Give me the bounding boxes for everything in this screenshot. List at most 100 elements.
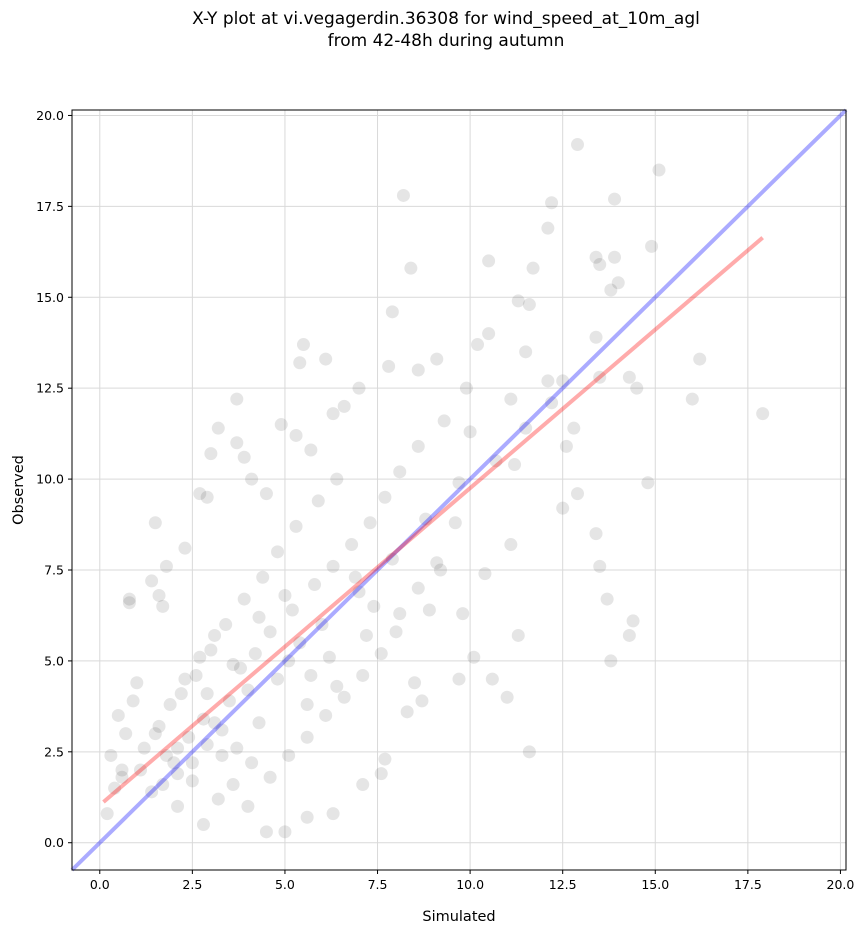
x-tick-label: 15.0 bbox=[641, 877, 669, 892]
scatter-point bbox=[411, 581, 425, 595]
scatter-point bbox=[326, 407, 340, 421]
scatter-point bbox=[511, 628, 525, 642]
scatter-point bbox=[185, 774, 199, 788]
scatter-point bbox=[196, 818, 210, 832]
scatter-point bbox=[159, 748, 173, 762]
scatter-point bbox=[411, 439, 425, 453]
scatter-point bbox=[348, 570, 362, 584]
x-tick-label: 20.0 bbox=[827, 877, 855, 892]
scatter-point bbox=[208, 716, 222, 730]
y-tick-label: 20.0 bbox=[36, 108, 64, 123]
scatter-point bbox=[385, 552, 399, 566]
y-tick-label: 10.0 bbox=[36, 472, 64, 487]
scatter-point bbox=[541, 374, 555, 388]
scatter-point bbox=[285, 603, 299, 617]
scatter-point bbox=[300, 810, 314, 824]
scatter-point bbox=[248, 647, 262, 661]
scatter-point bbox=[241, 683, 255, 697]
scatter-point bbox=[278, 825, 292, 839]
scatter-point bbox=[159, 559, 173, 573]
x-tick-label: 17.5 bbox=[734, 877, 762, 892]
scatter-point bbox=[178, 672, 192, 686]
scatter-point bbox=[693, 352, 707, 366]
scatter-point bbox=[282, 654, 296, 668]
scatter-point bbox=[171, 741, 185, 755]
scatter-point bbox=[252, 716, 266, 730]
scatter-point bbox=[608, 250, 622, 264]
scatter-point bbox=[330, 472, 344, 486]
scatter-point bbox=[374, 647, 388, 661]
scatter-point bbox=[234, 661, 248, 675]
scatter-point bbox=[630, 381, 644, 395]
scatter-point bbox=[526, 261, 540, 275]
scatter-point bbox=[556, 374, 570, 388]
scatter-point bbox=[541, 221, 555, 235]
scatter-point bbox=[611, 276, 625, 290]
scatter-point bbox=[448, 516, 462, 530]
scatter-point bbox=[167, 756, 181, 770]
scatter-point bbox=[171, 767, 185, 781]
scatter-point bbox=[182, 730, 196, 744]
y-tick-label: 0.0 bbox=[44, 835, 64, 850]
scatter-point bbox=[174, 687, 188, 701]
scatter-point bbox=[556, 501, 570, 515]
grid bbox=[72, 110, 846, 870]
scatter-point bbox=[593, 370, 607, 384]
scatter-point bbox=[545, 196, 559, 210]
scatter-point bbox=[363, 516, 377, 530]
y-tick-label: 7.5 bbox=[44, 563, 64, 578]
scatter-point bbox=[459, 381, 473, 395]
reference-lines bbox=[70, 108, 848, 872]
scatter-point bbox=[685, 392, 699, 406]
scatter-point bbox=[222, 694, 236, 708]
scatter-point bbox=[148, 727, 162, 741]
scatter-point bbox=[756, 407, 770, 421]
scatter-point bbox=[415, 694, 429, 708]
scatter-point bbox=[319, 352, 333, 366]
scatter-point bbox=[134, 763, 148, 777]
scatter-point bbox=[559, 439, 573, 453]
scatter-point bbox=[337, 690, 351, 704]
scatter-point bbox=[104, 748, 118, 762]
scatter-point bbox=[567, 421, 581, 435]
scatter-point bbox=[600, 592, 614, 606]
scatter-point bbox=[156, 599, 170, 613]
scatter-point bbox=[356, 778, 370, 792]
scatter-point bbox=[622, 370, 636, 384]
scatter-point bbox=[219, 618, 233, 632]
scatter-point bbox=[208, 628, 222, 642]
scatter-point bbox=[241, 799, 255, 813]
scatter-point bbox=[337, 399, 351, 413]
scatter-point bbox=[330, 679, 344, 693]
scatter-point bbox=[296, 338, 310, 352]
scatter-point bbox=[326, 807, 340, 821]
scatter-point bbox=[456, 607, 470, 621]
scatter-point bbox=[378, 752, 392, 766]
scatter-point bbox=[519, 421, 533, 435]
scatter-point bbox=[111, 708, 125, 722]
scatter-point bbox=[626, 614, 640, 628]
scatter-point bbox=[245, 472, 259, 486]
scatter-point bbox=[389, 625, 403, 639]
scatter-point bbox=[511, 294, 525, 308]
scatter-point bbox=[571, 138, 585, 152]
scatter-point bbox=[359, 628, 373, 642]
scatter-point bbox=[393, 607, 407, 621]
y-tick-label: 12.5 bbox=[36, 381, 64, 396]
scatter-point bbox=[419, 512, 433, 526]
scatter-point bbox=[322, 650, 336, 664]
scatter-point bbox=[522, 298, 536, 312]
scatter-point bbox=[485, 672, 499, 686]
scatter-point bbox=[404, 261, 418, 275]
y-tick-label: 2.5 bbox=[44, 744, 64, 759]
x-tick-label: 10.0 bbox=[456, 877, 484, 892]
x-tick-label: 5.0 bbox=[275, 877, 295, 892]
plot-frame bbox=[71, 109, 847, 871]
scatter-point bbox=[608, 192, 622, 206]
scatter-point bbox=[385, 305, 399, 319]
scatter-point bbox=[259, 825, 273, 839]
x-tick-label: 7.5 bbox=[368, 877, 388, 892]
scatter-point bbox=[278, 588, 292, 602]
scatter-point bbox=[504, 538, 518, 552]
chart-title-line-2: from 42-48h during autumn bbox=[327, 31, 565, 51]
